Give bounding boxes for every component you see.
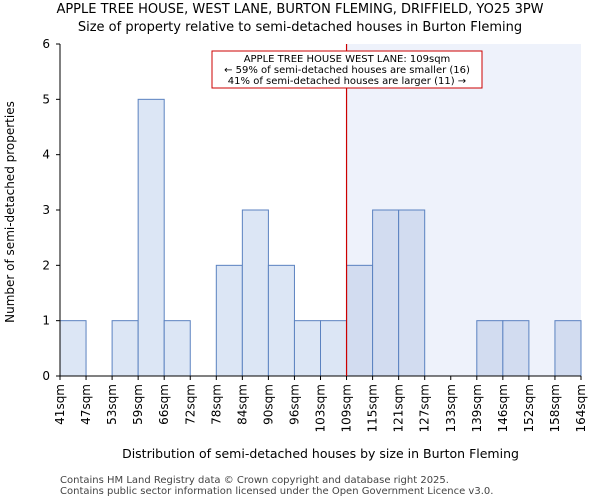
y-tick-label: 5 [42,92,50,106]
histogram-bar [476,320,504,377]
x-tick-label: 53sqm [105,384,119,425]
y-tick-label: 3 [42,203,50,217]
histogram-bar [293,320,322,377]
y-tick-label: 1 [42,314,50,328]
histogram-bar [320,320,348,377]
x-tick-label: 146sqm [496,384,510,432]
chart-subtitle: Size of property relative to semi-detach… [77,20,523,35]
x-tick-label: 78sqm [209,384,223,425]
x-tick-label: 158sqm [548,384,562,432]
x-tick-label: 41sqm [53,384,67,425]
x-tick-label: 164sqm [574,384,588,432]
histogram-bar [372,209,400,377]
histogram-bar [241,209,269,377]
histogram-bar [267,264,295,377]
x-tick-label: 121sqm [392,384,406,432]
annotation-line-2: ← 59% of semi-detached houses are smalle… [224,65,470,76]
histogram-bar [398,209,426,377]
chart-title: APPLE TREE HOUSE, WEST LANE, BURTON FLEM… [56,2,544,17]
histogram-bar [137,98,165,377]
histogram-bar [502,320,530,377]
y-tick-label: 6 [42,37,50,51]
histogram-bar [59,320,87,377]
y-tick-label: 4 [42,148,50,162]
x-tick-label: 47sqm [79,384,93,425]
x-tick-label: 72sqm [183,384,197,425]
histogram-chart: 0 1 2 3 4 5 6 41sqm 47sqm 53sqm 59sqm 66sqm 72sqm 78s… [3,37,588,461]
annotation-line-1: APPLE TREE HOUSE WEST LANE: 109sqm [244,54,451,65]
histogram-bar [346,264,374,377]
x-axis-label: Distribution of semi-detached houses by … [122,446,519,461]
x-tick-label: 127sqm [418,384,432,432]
annotation-line-3: 41% of semi-detached houses are larger (… [228,76,466,87]
x-tick-label: 115sqm [366,384,380,432]
y-tick-label: 2 [42,258,50,272]
x-tick-label: 109sqm [340,384,354,432]
x-tick-label: 152sqm [522,384,536,432]
x-tick-label: 66sqm [157,384,171,425]
histogram-bar [111,320,139,377]
footer-copyright: Contains HM Land Registry data © Crown c… [60,475,449,486]
x-tick-label: 96sqm [287,384,301,425]
x-tick-label: 103sqm [314,384,328,432]
annotation-box [211,50,483,89]
x-tick-label: 84sqm [235,384,249,425]
histogram-bar [554,320,582,377]
histogram-bar [215,264,243,377]
x-tick-label: 139sqm [470,384,484,432]
y-axis-label: Number of semi-detached properties [3,101,17,323]
histogram-bar [163,320,191,377]
x-tick-label: 90sqm [261,384,275,425]
y-tick-label: 0 [42,369,50,383]
footer-licence: Contains public sector information licen… [60,486,494,497]
x-tick-label: 133sqm [444,384,458,432]
x-tick-label: 59sqm [131,384,145,425]
